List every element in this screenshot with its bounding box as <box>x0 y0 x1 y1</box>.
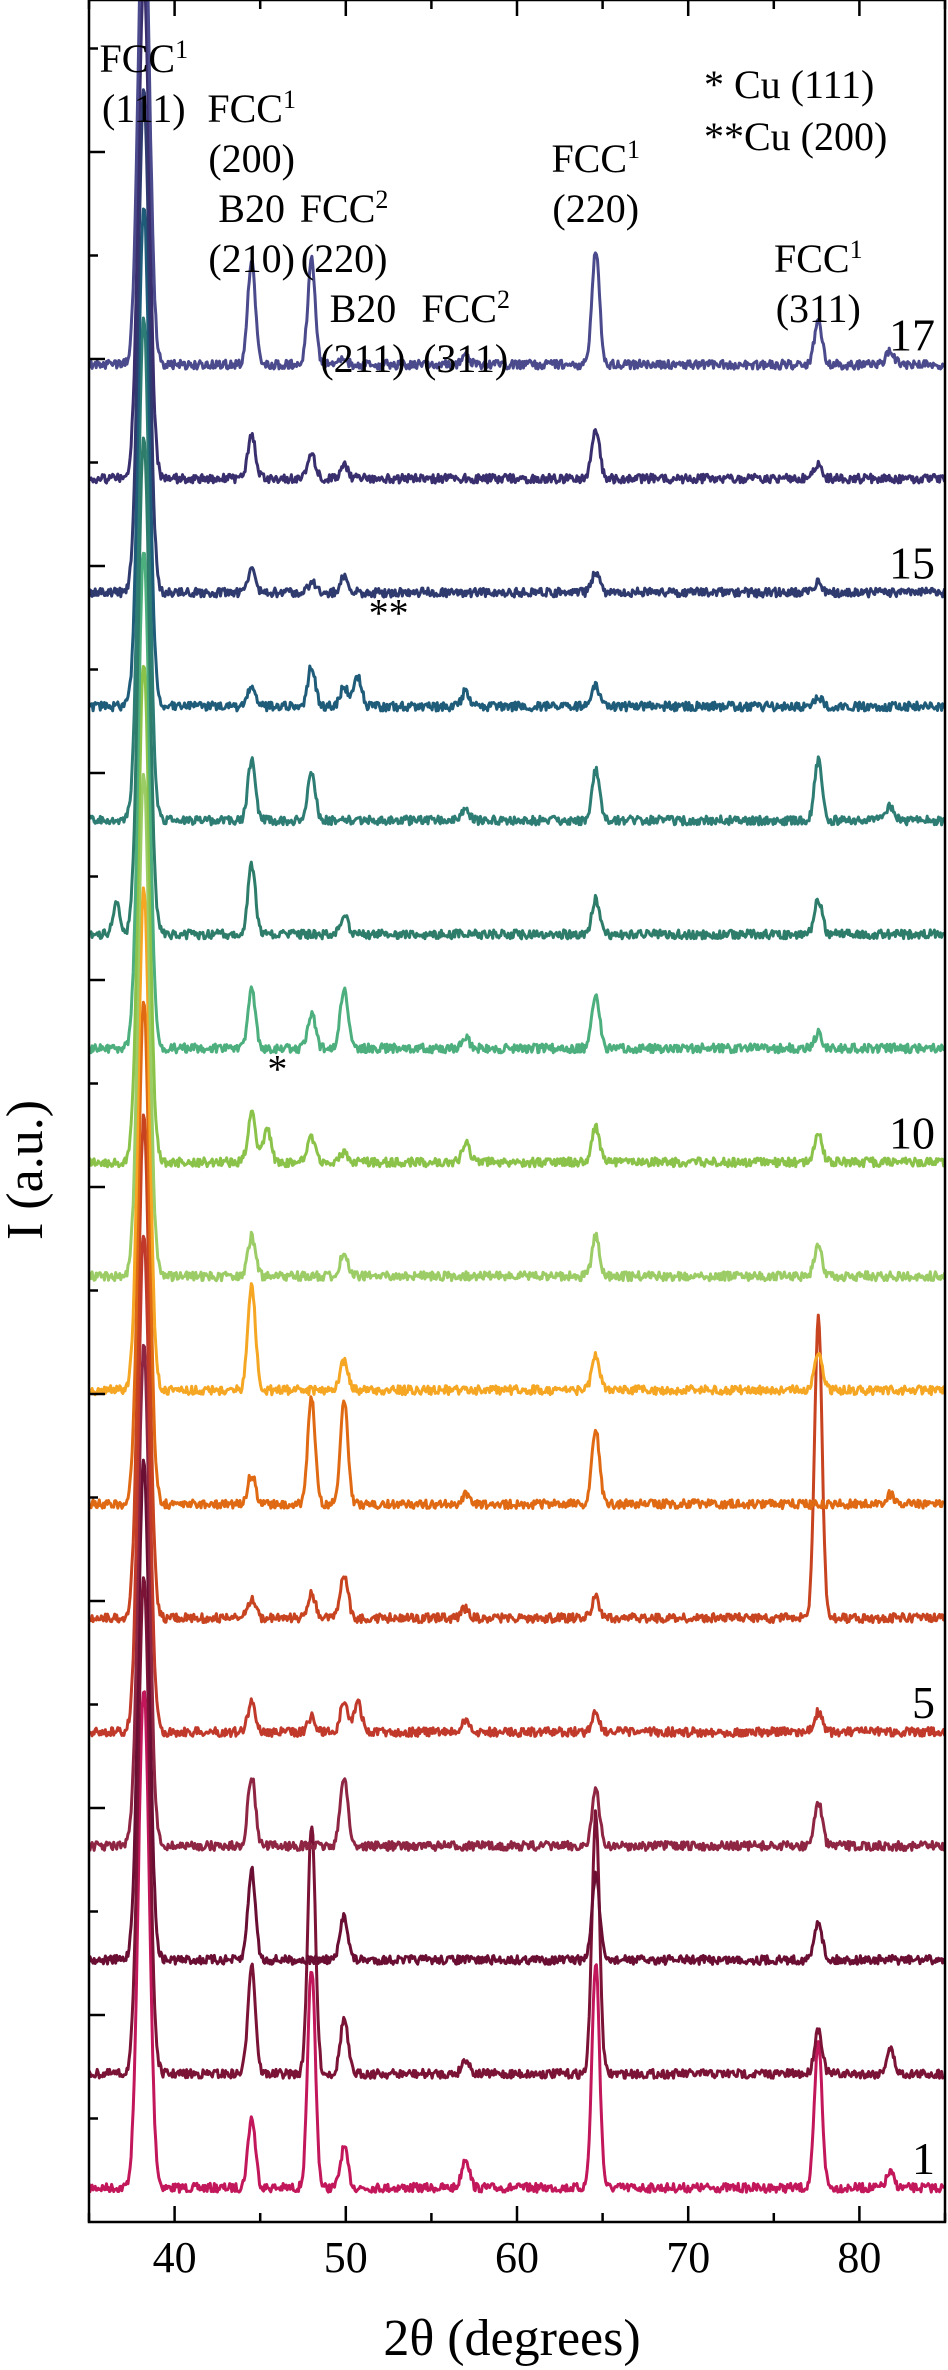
x-axis-label: 2θ (degrees) <box>383 2310 640 2367</box>
annotation-superscript: 2 <box>375 185 388 214</box>
plot-frame <box>87 0 947 2224</box>
series-13-trace <box>89 316 945 827</box>
series-label-17: 17 <box>889 310 935 361</box>
annotation-superscript: 1 <box>850 235 863 264</box>
x-tick-label: 80 <box>837 2233 881 2282</box>
series-8-trace <box>89 886 945 1397</box>
series-label-5: 5 <box>912 1677 935 1728</box>
series-label-10: 10 <box>889 1107 935 1158</box>
annotation-a2: (111) <box>102 86 186 131</box>
series-16-trace <box>89 0 945 485</box>
x-tick-label: 50 <box>324 2233 368 2282</box>
series-4-trace <box>89 1343 945 1852</box>
series-6-trace <box>89 1113 945 1625</box>
peak-annotations: FCC1(111) FCC1(200)B20(210)FCC2(220)B20(2… <box>99 35 862 1092</box>
annotation-a13: FCC1 <box>551 135 640 182</box>
annotation-a7: FCC2 <box>300 185 389 232</box>
annotation-a11: FCC2 <box>421 285 510 332</box>
series-3-trace <box>89 1458 945 1966</box>
series-17-trace <box>89 0 945 371</box>
annotation-superscript: 1 <box>283 85 296 114</box>
series-7-trace <box>89 1000 945 1511</box>
series-11-trace <box>89 551 945 1055</box>
legend-entry: * Cu (111) <box>704 62 874 107</box>
annotation-a5: B20 <box>218 186 285 231</box>
annotation-a3: FCC1 <box>207 85 296 132</box>
series-9-trace <box>89 772 945 1283</box>
series-2-trace <box>89 1576 945 2080</box>
x-tick-label: 40 <box>153 2233 197 2282</box>
annotation-a8: (220) <box>301 236 388 281</box>
annotation-a14: (220) <box>552 186 639 231</box>
annotation-a6: (210) <box>208 236 295 281</box>
legend-entry: **Cu (200) <box>704 114 887 159</box>
annotation-a4: (200) <box>208 136 295 181</box>
cu-peak-marker: * <box>267 1046 287 1091</box>
series-1-trace <box>89 1690 945 2194</box>
series-14-trace <box>89 207 945 713</box>
annotation-a15: FCC1 <box>774 235 863 282</box>
x-tick-label: 60 <box>495 2233 539 2282</box>
cu-peak-marker: ** <box>369 590 409 635</box>
series-10-trace <box>89 664 945 1169</box>
annotation-a16: (311) <box>776 286 861 331</box>
series-label-15: 15 <box>889 538 935 589</box>
annotation-superscript: 2 <box>497 285 510 314</box>
annotation-a10: (211) <box>320 336 405 381</box>
y-axis-label: I (a.u.) <box>0 1100 54 1240</box>
annotation-a9: B20 <box>330 286 397 331</box>
x-tick-label: 70 <box>666 2233 710 2282</box>
annotation-superscript: 1 <box>175 35 188 64</box>
annotation-a12: (311) <box>423 336 508 381</box>
annotation-superscript: 1 <box>627 135 640 164</box>
annotation-a1: FCC1 <box>99 35 188 82</box>
series-traces <box>89 0 945 2194</box>
series-5-trace <box>89 1234 945 1738</box>
series-15-trace <box>89 88 945 599</box>
y-axis-ticks <box>89 47 105 2120</box>
legend: * Cu (111) **Cu (200) <box>704 62 887 159</box>
x-axis-ticks: 40 50 60 70 80 <box>87 0 947 2282</box>
series-12-trace <box>89 436 945 941</box>
series-label-1: 1 <box>912 2133 935 2184</box>
